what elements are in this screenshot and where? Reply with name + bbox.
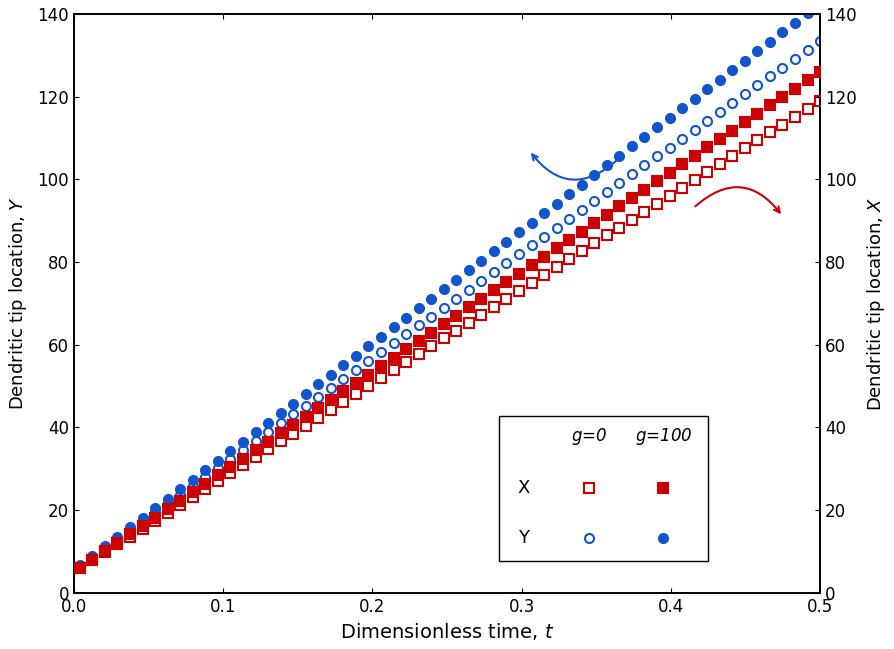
Y-axis label: Dendritic tip location, $Y$: Dendritic tip location, $Y$ bbox=[7, 196, 29, 410]
X-axis label: Dimensionless time, $t$: Dimensionless time, $t$ bbox=[340, 621, 554, 642]
Y-axis label: Dendritic tip location, $X$: Dendritic tip location, $X$ bbox=[865, 196, 887, 411]
FancyBboxPatch shape bbox=[499, 416, 708, 561]
Text: $g$=100: $g$=100 bbox=[635, 426, 692, 447]
Text: X: X bbox=[518, 480, 530, 498]
Text: $g$=0: $g$=0 bbox=[570, 426, 607, 447]
Text: Y: Y bbox=[518, 529, 529, 546]
